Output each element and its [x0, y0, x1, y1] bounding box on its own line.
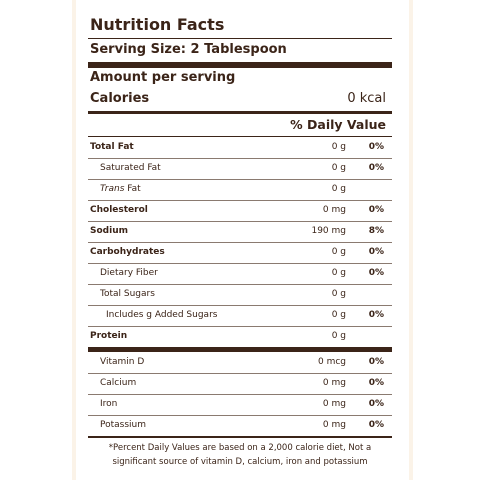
nutrient-label: Trans Fat	[100, 184, 141, 194]
nutrient-daily-value: 0%	[368, 163, 384, 173]
nutrient-amount: 0 g	[331, 163, 346, 173]
label-title: Nutrition Facts	[90, 15, 225, 34]
nutrient-amount: 0 g	[331, 331, 346, 341]
nutrient-row-sodium: Sodium 190 mg 8%	[88, 221, 392, 243]
nutrient-amount: 0 g	[331, 184, 346, 194]
nutrient-row-trans-fat: Trans Fat 0 g	[88, 179, 392, 201]
nutrient-amount: 0 mg	[322, 399, 346, 409]
calories-value: 0 kcal	[347, 91, 386, 106]
nutrient-daily-value: 0%	[368, 310, 384, 320]
daily-value-header: % Daily Value	[290, 117, 386, 132]
nutrient-label: Cholesterol	[90, 205, 148, 215]
nutrient-row-total-sugars: Total Sugars 0 g	[88, 284, 392, 306]
nutrient-row-vitamin-d: Vitamin D 0 mcg 0%	[88, 352, 392, 374]
nutrient-row-calcium: Calcium 0 mg 0%	[88, 373, 392, 395]
nutrition-facts-panel: Nutrition Facts Serving Size: 2 Tablespo…	[80, 0, 400, 480]
nutrient-daily-value: 0%	[368, 357, 384, 367]
nutrient-amount: 0 g	[331, 247, 346, 257]
nutrient-label: Total Sugars	[100, 289, 155, 299]
nutrient-daily-value: 0%	[368, 378, 384, 388]
nutrient-label: Carbohydrates	[90, 247, 165, 257]
nutrient-label: Dietary Fiber	[100, 268, 158, 278]
trans-rest: Fat	[124, 184, 141, 194]
nutrient-row-iron: Iron 0 mg 0%	[88, 394, 392, 416]
daily-value-footnote: *Percent Daily Values are based on a 2,0…	[108, 443, 372, 467]
nutrient-row-dietary-fiber: Dietary Fiber 0 g 0%	[88, 263, 392, 285]
nutrient-amount: 0 mg	[322, 378, 346, 388]
nutrient-row-added-sugars: Includes g Added Sugars 0 g 0%	[88, 305, 392, 327]
nutrient-row-potassium: Potassium 0 mg 0%	[88, 415, 392, 438]
serving-size: Serving Size: 2 Tablespoon	[90, 42, 287, 57]
nutrient-row-protein: Protein 0 g	[88, 326, 392, 349]
nutrient-row-saturated-fat: Saturated Fat 0 g 0%	[88, 158, 392, 180]
nutrient-daily-value: 8%	[368, 226, 384, 236]
divider	[88, 136, 392, 137]
nutrient-label: Potassium	[100, 420, 147, 430]
nutrient-daily-value: 0%	[368, 205, 384, 215]
right-edge-strip	[409, 0, 413, 480]
nutrient-label: Iron	[100, 399, 118, 409]
nutrient-label: Saturated Fat	[100, 163, 161, 173]
calories-label: Calories	[90, 91, 150, 106]
nutrient-label: Protein	[90, 331, 128, 341]
nutrient-label: Total Fat	[90, 142, 134, 152]
nutrient-row-total-fat: Total Fat 0 g 0%	[88, 137, 392, 159]
divider	[88, 38, 392, 39]
nutrient-row-carbohydrates: Carbohydrates 0 g 0%	[88, 242, 392, 264]
amount-per-serving: Amount per serving	[90, 70, 236, 85]
thick-divider	[88, 62, 392, 68]
medium-divider	[88, 111, 392, 114]
nutrient-amount: 0 mcg	[317, 357, 346, 367]
thick-divider	[88, 348, 392, 352]
nutrient-label: Sodium	[90, 226, 128, 236]
nutrient-amount: 0 g	[331, 142, 346, 152]
nutrient-daily-value: 0%	[368, 420, 384, 430]
left-edge-strip	[72, 0, 76, 480]
nutrient-daily-value: 0%	[368, 142, 384, 152]
nutrient-daily-value: 0%	[368, 399, 384, 409]
nutrient-label: Includes g Added Sugars	[106, 310, 218, 320]
nutrient-daily-value: 0%	[368, 247, 384, 257]
nutrient-label: Vitamin D	[100, 357, 145, 367]
trans-italic: Trans	[100, 184, 125, 194]
nutrient-amount: 0 g	[331, 310, 346, 320]
nutrient-amount: 0 g	[331, 289, 346, 299]
nutrient-amount: 0 mg	[322, 205, 346, 215]
nutrient-amount: 190 mg	[311, 226, 346, 236]
nutrient-daily-value: 0%	[368, 268, 384, 278]
nutrient-row-cholesterol: Cholesterol 0 mg 0%	[88, 200, 392, 222]
nutrient-label: Calcium	[100, 378, 137, 388]
nutrient-amount: 0 g	[331, 268, 346, 278]
nutrient-amount: 0 mg	[322, 420, 346, 430]
